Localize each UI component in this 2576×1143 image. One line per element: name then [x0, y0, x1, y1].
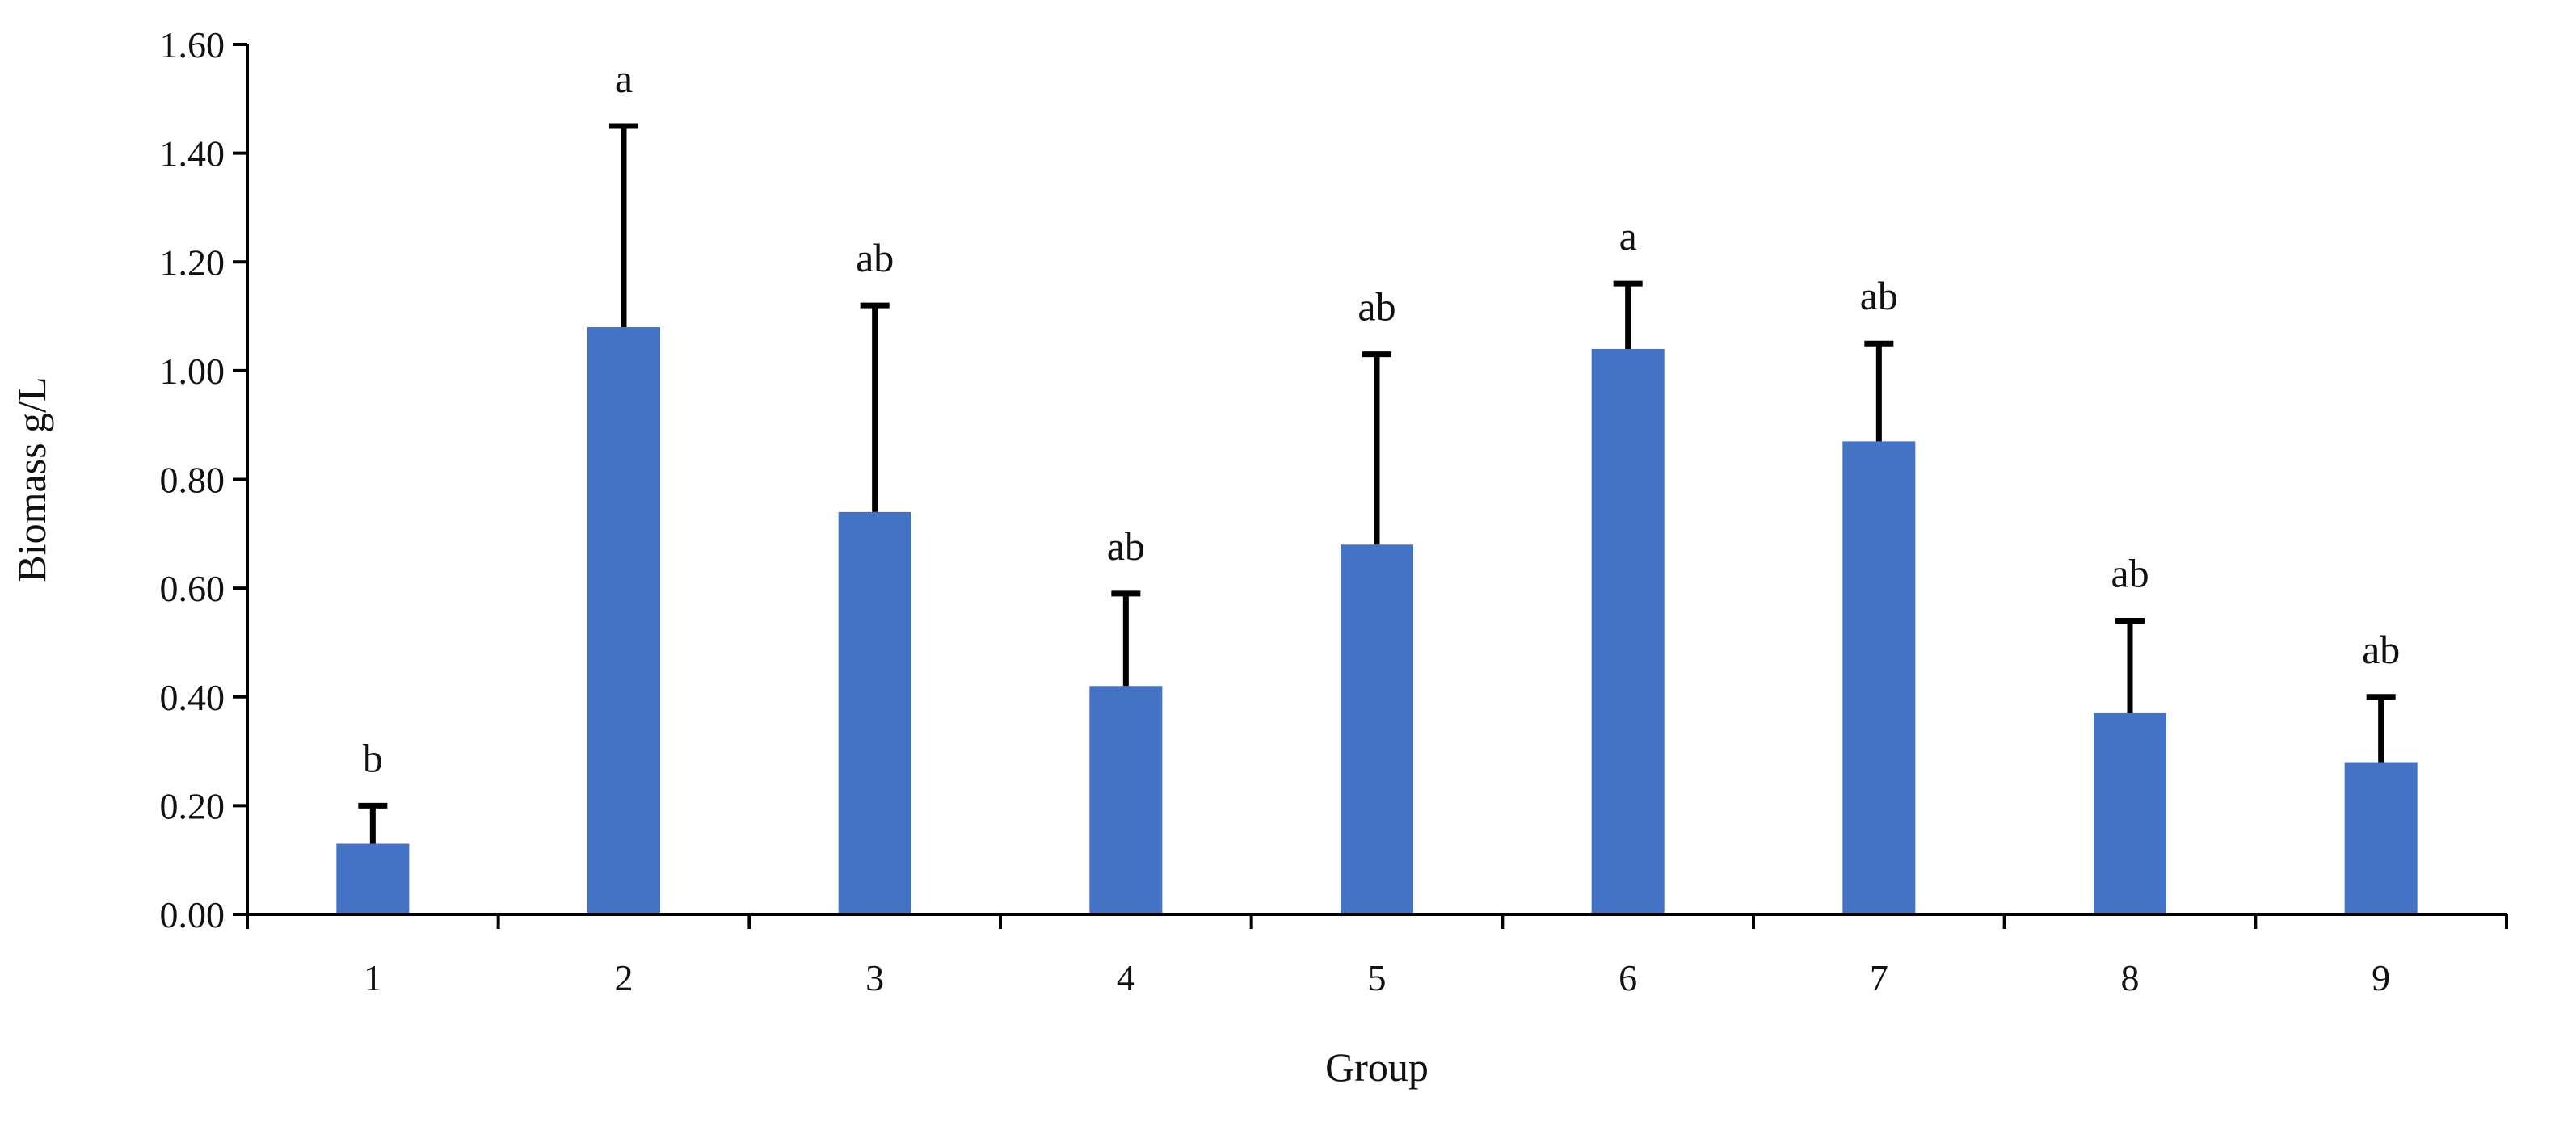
- bar: [1341, 544, 1413, 914]
- x-tick-label: 5: [1368, 957, 1387, 998]
- y-tick-label: 0.80: [160, 460, 225, 501]
- y-axis-title: Biomass g/L: [9, 376, 54, 582]
- y-tick-label: 0.20: [160, 785, 225, 826]
- x-tick-label: 2: [615, 957, 633, 998]
- x-axis-title: Group: [1325, 1044, 1429, 1090]
- bar: [2094, 712, 2166, 914]
- x-tick-label: 7: [1870, 957, 1888, 998]
- x-tick-label: 4: [1117, 957, 1135, 998]
- bar: [336, 843, 410, 914]
- bar: [838, 511, 911, 914]
- x-tick-label: 6: [1618, 957, 1637, 998]
- significance-label: ab: [1357, 284, 1395, 330]
- x-axis-ticks: 1 2 3 4 5 6 7 8 9: [246, 914, 2508, 998]
- y-tick-label: 1.40: [160, 133, 225, 174]
- y-tick-label: 1.60: [160, 24, 225, 65]
- significance-label: ab: [1860, 273, 1898, 318]
- significance-label: ab: [856, 235, 894, 280]
- x-tick-label: 1: [364, 957, 382, 998]
- y-tick-label: 0.40: [160, 677, 225, 718]
- y-tick-label: 0.00: [160, 894, 225, 935]
- y-tick-label: 0.60: [160, 568, 225, 609]
- significance-label: b: [363, 735, 383, 780]
- y-tick-label: 1.00: [160, 351, 225, 392]
- significance-label: a: [1619, 213, 1637, 258]
- bar: [1842, 441, 1916, 914]
- y-tick-label: 1.20: [160, 242, 225, 283]
- x-tick-label: 8: [2121, 957, 2140, 998]
- significance-label: ab: [1107, 523, 1145, 569]
- x-tick-label: 3: [865, 957, 884, 998]
- bars: [336, 327, 2418, 914]
- x-tick-label: 9: [2372, 957, 2390, 998]
- significance-labels: b a ab ab ab a ab ab ab: [363, 56, 2400, 780]
- error-bars: [358, 123, 2396, 844]
- significance-label: ab: [2362, 627, 2400, 672]
- bar: [1089, 686, 1163, 914]
- bar: [1591, 348, 1665, 914]
- bar: [2344, 762, 2418, 914]
- bar: [587, 327, 660, 914]
- y-axis-ticks: 0.00 0.20 0.40 0.60 0.80 1.00 1.20 1.40 1.60: [160, 24, 247, 935]
- significance-label: ab: [2111, 551, 2149, 596]
- significance-label: a: [615, 56, 633, 101]
